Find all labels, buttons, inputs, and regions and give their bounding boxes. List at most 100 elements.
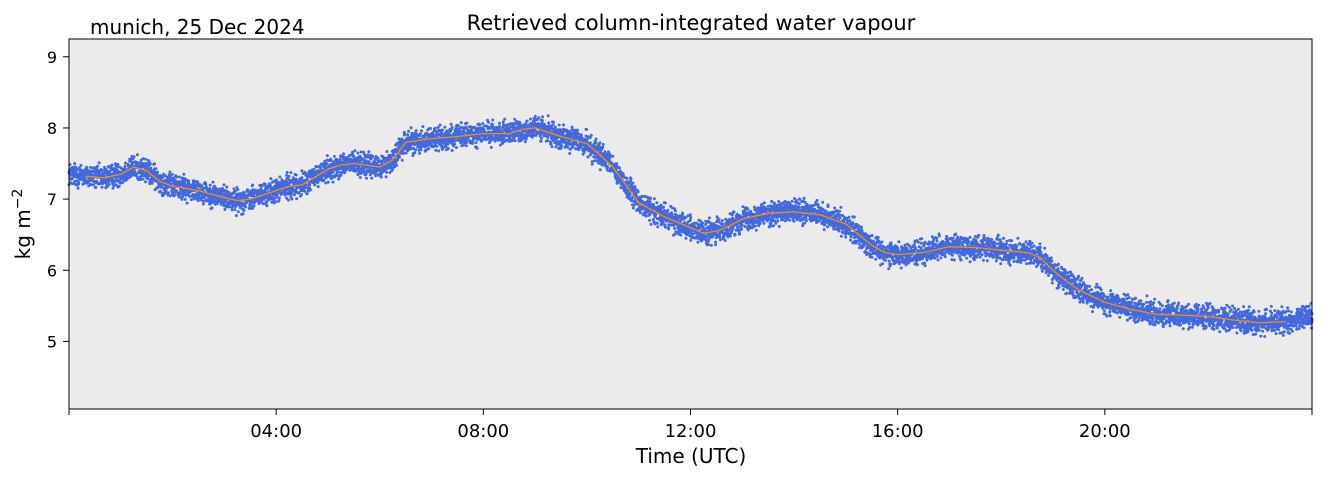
scatter-point <box>654 212 658 216</box>
scatter-point <box>570 128 574 132</box>
scatter-point <box>631 181 635 185</box>
scatter-point <box>433 126 437 130</box>
scatter-point <box>359 150 363 154</box>
scatter-point <box>666 208 670 212</box>
scatter-point <box>450 125 454 129</box>
scatter-point <box>177 195 181 199</box>
scatter-point <box>633 185 637 189</box>
scatter-point <box>696 240 700 244</box>
scatter-point <box>560 144 564 148</box>
scatter-point <box>456 124 460 128</box>
scatter-point <box>208 183 212 187</box>
scatter-point <box>474 141 478 145</box>
scatter-point <box>440 131 444 134</box>
scatter-point <box>178 175 181 179</box>
scatter-point <box>804 216 808 220</box>
scatter-point <box>714 240 718 244</box>
scatter-point <box>639 197 642 201</box>
scatter-point <box>618 166 621 170</box>
scatter-point <box>589 133 593 137</box>
scatter-point <box>574 147 577 151</box>
scatter-point <box>285 170 289 174</box>
scatter-point <box>632 203 636 207</box>
scatter-point <box>513 117 517 121</box>
scatter-point <box>363 153 367 157</box>
scatter-point <box>153 162 157 166</box>
scatter-point <box>443 125 447 129</box>
scatter-point <box>525 119 529 123</box>
scatter-point <box>720 219 724 223</box>
scatter-point <box>553 125 557 129</box>
scatter-point <box>277 196 281 200</box>
scatter-point <box>342 152 345 156</box>
scatter-point <box>172 187 176 191</box>
scatter-point <box>475 146 479 150</box>
scatter-point <box>228 205 232 209</box>
scatter-point <box>351 150 355 154</box>
scatter-point <box>798 197 802 201</box>
scatter-point <box>240 193 244 197</box>
scatter-point <box>340 171 344 175</box>
scatter-point <box>85 165 89 169</box>
scatter-point <box>571 145 575 148</box>
scatter-point <box>244 205 247 209</box>
scatter-point <box>89 165 92 169</box>
scatter-point <box>588 141 592 145</box>
scatter-point <box>252 204 256 208</box>
scatter-point <box>593 159 597 163</box>
scatter-point <box>419 148 423 152</box>
scatter-point <box>141 157 145 161</box>
scatter-point <box>797 205 801 209</box>
scatter-point <box>168 175 172 179</box>
scatter-point <box>541 119 544 123</box>
scatter-point <box>579 133 583 137</box>
scatter-point <box>222 202 226 206</box>
scatter-point <box>823 223 827 227</box>
scatter-point <box>414 129 418 133</box>
scatter-point <box>803 221 807 225</box>
scatter-point <box>230 208 234 212</box>
scatter-point <box>227 192 231 196</box>
scatter-point <box>385 150 389 153</box>
scatter-point <box>210 206 214 210</box>
scatter-point <box>762 201 766 205</box>
scatter-point <box>78 166 81 170</box>
scatter-point <box>362 150 366 154</box>
scatter-point <box>400 137 404 141</box>
scatter-point <box>104 167 108 171</box>
scatter-point <box>388 171 392 175</box>
scatter-point <box>797 202 801 206</box>
scatter-point <box>736 225 740 229</box>
scatter-point <box>590 162 594 166</box>
scatter-point <box>295 197 299 201</box>
scatter-point <box>268 183 272 187</box>
scatter-point <box>167 191 170 195</box>
scatter-point <box>331 180 335 184</box>
scatter-point <box>123 165 127 168</box>
scatter-point <box>790 199 794 203</box>
scatter-point <box>679 233 683 237</box>
scatter-point <box>478 123 482 127</box>
scatter-point <box>402 151 406 155</box>
scatter-point <box>655 217 659 221</box>
scatter-point <box>838 209 841 213</box>
scatter-point <box>714 243 718 247</box>
scatter-point <box>655 201 659 205</box>
scatter-point <box>774 221 778 225</box>
scatter-point <box>379 175 383 179</box>
scatter-point <box>147 174 151 178</box>
scatter-point <box>292 193 296 197</box>
scatter-point <box>367 160 371 164</box>
scatter-point <box>353 149 357 153</box>
scatter-point <box>684 236 688 240</box>
scatter-point <box>158 189 162 193</box>
scatter-point <box>73 179 77 183</box>
scatter-point <box>667 227 671 231</box>
scatter-point <box>651 218 655 221</box>
scatter-point <box>146 167 150 170</box>
scatter-point <box>290 197 294 201</box>
scatter-point <box>777 225 781 228</box>
scatter-point <box>648 218 652 222</box>
scatter-point <box>403 132 407 136</box>
scatter-point <box>753 224 757 228</box>
